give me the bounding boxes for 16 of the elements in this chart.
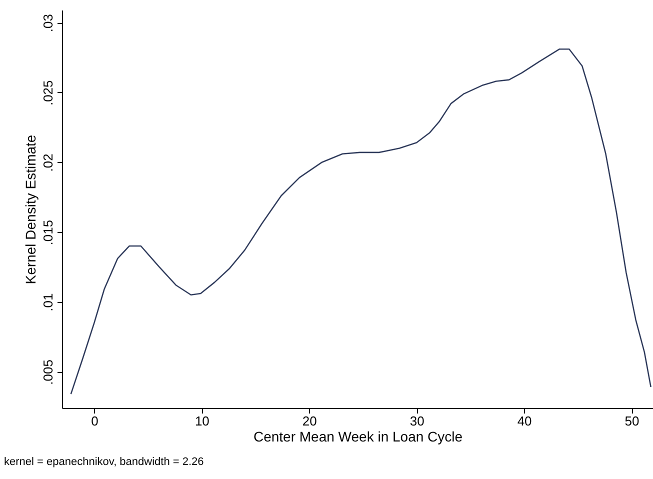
y-tick-label: .015 xyxy=(40,220,56,246)
x-tick-label: 0 xyxy=(91,414,98,428)
x-tick-label: 20 xyxy=(302,414,317,428)
x-tick-label: 10 xyxy=(194,414,210,428)
y-axis-title: Kernel Density Estimate xyxy=(22,134,38,284)
y-tick-label: .03 xyxy=(40,14,56,32)
y-tick-label: .005 xyxy=(40,360,56,385)
x-tick-label: 30 xyxy=(410,414,424,428)
text: kernel = epanechnikov, bandwidth = 2.26 xyxy=(4,456,204,468)
y-tick-label: .025 xyxy=(40,80,56,106)
y-tick-label: .02 xyxy=(40,154,56,172)
x-tick-label: 40 xyxy=(517,414,532,428)
y-tick-label: .01 xyxy=(40,293,56,312)
x-axis-title: Center Mean Week in Loan Cycle xyxy=(253,428,463,444)
line-series xyxy=(70,48,652,395)
x-tick-label: 50 xyxy=(624,414,640,428)
